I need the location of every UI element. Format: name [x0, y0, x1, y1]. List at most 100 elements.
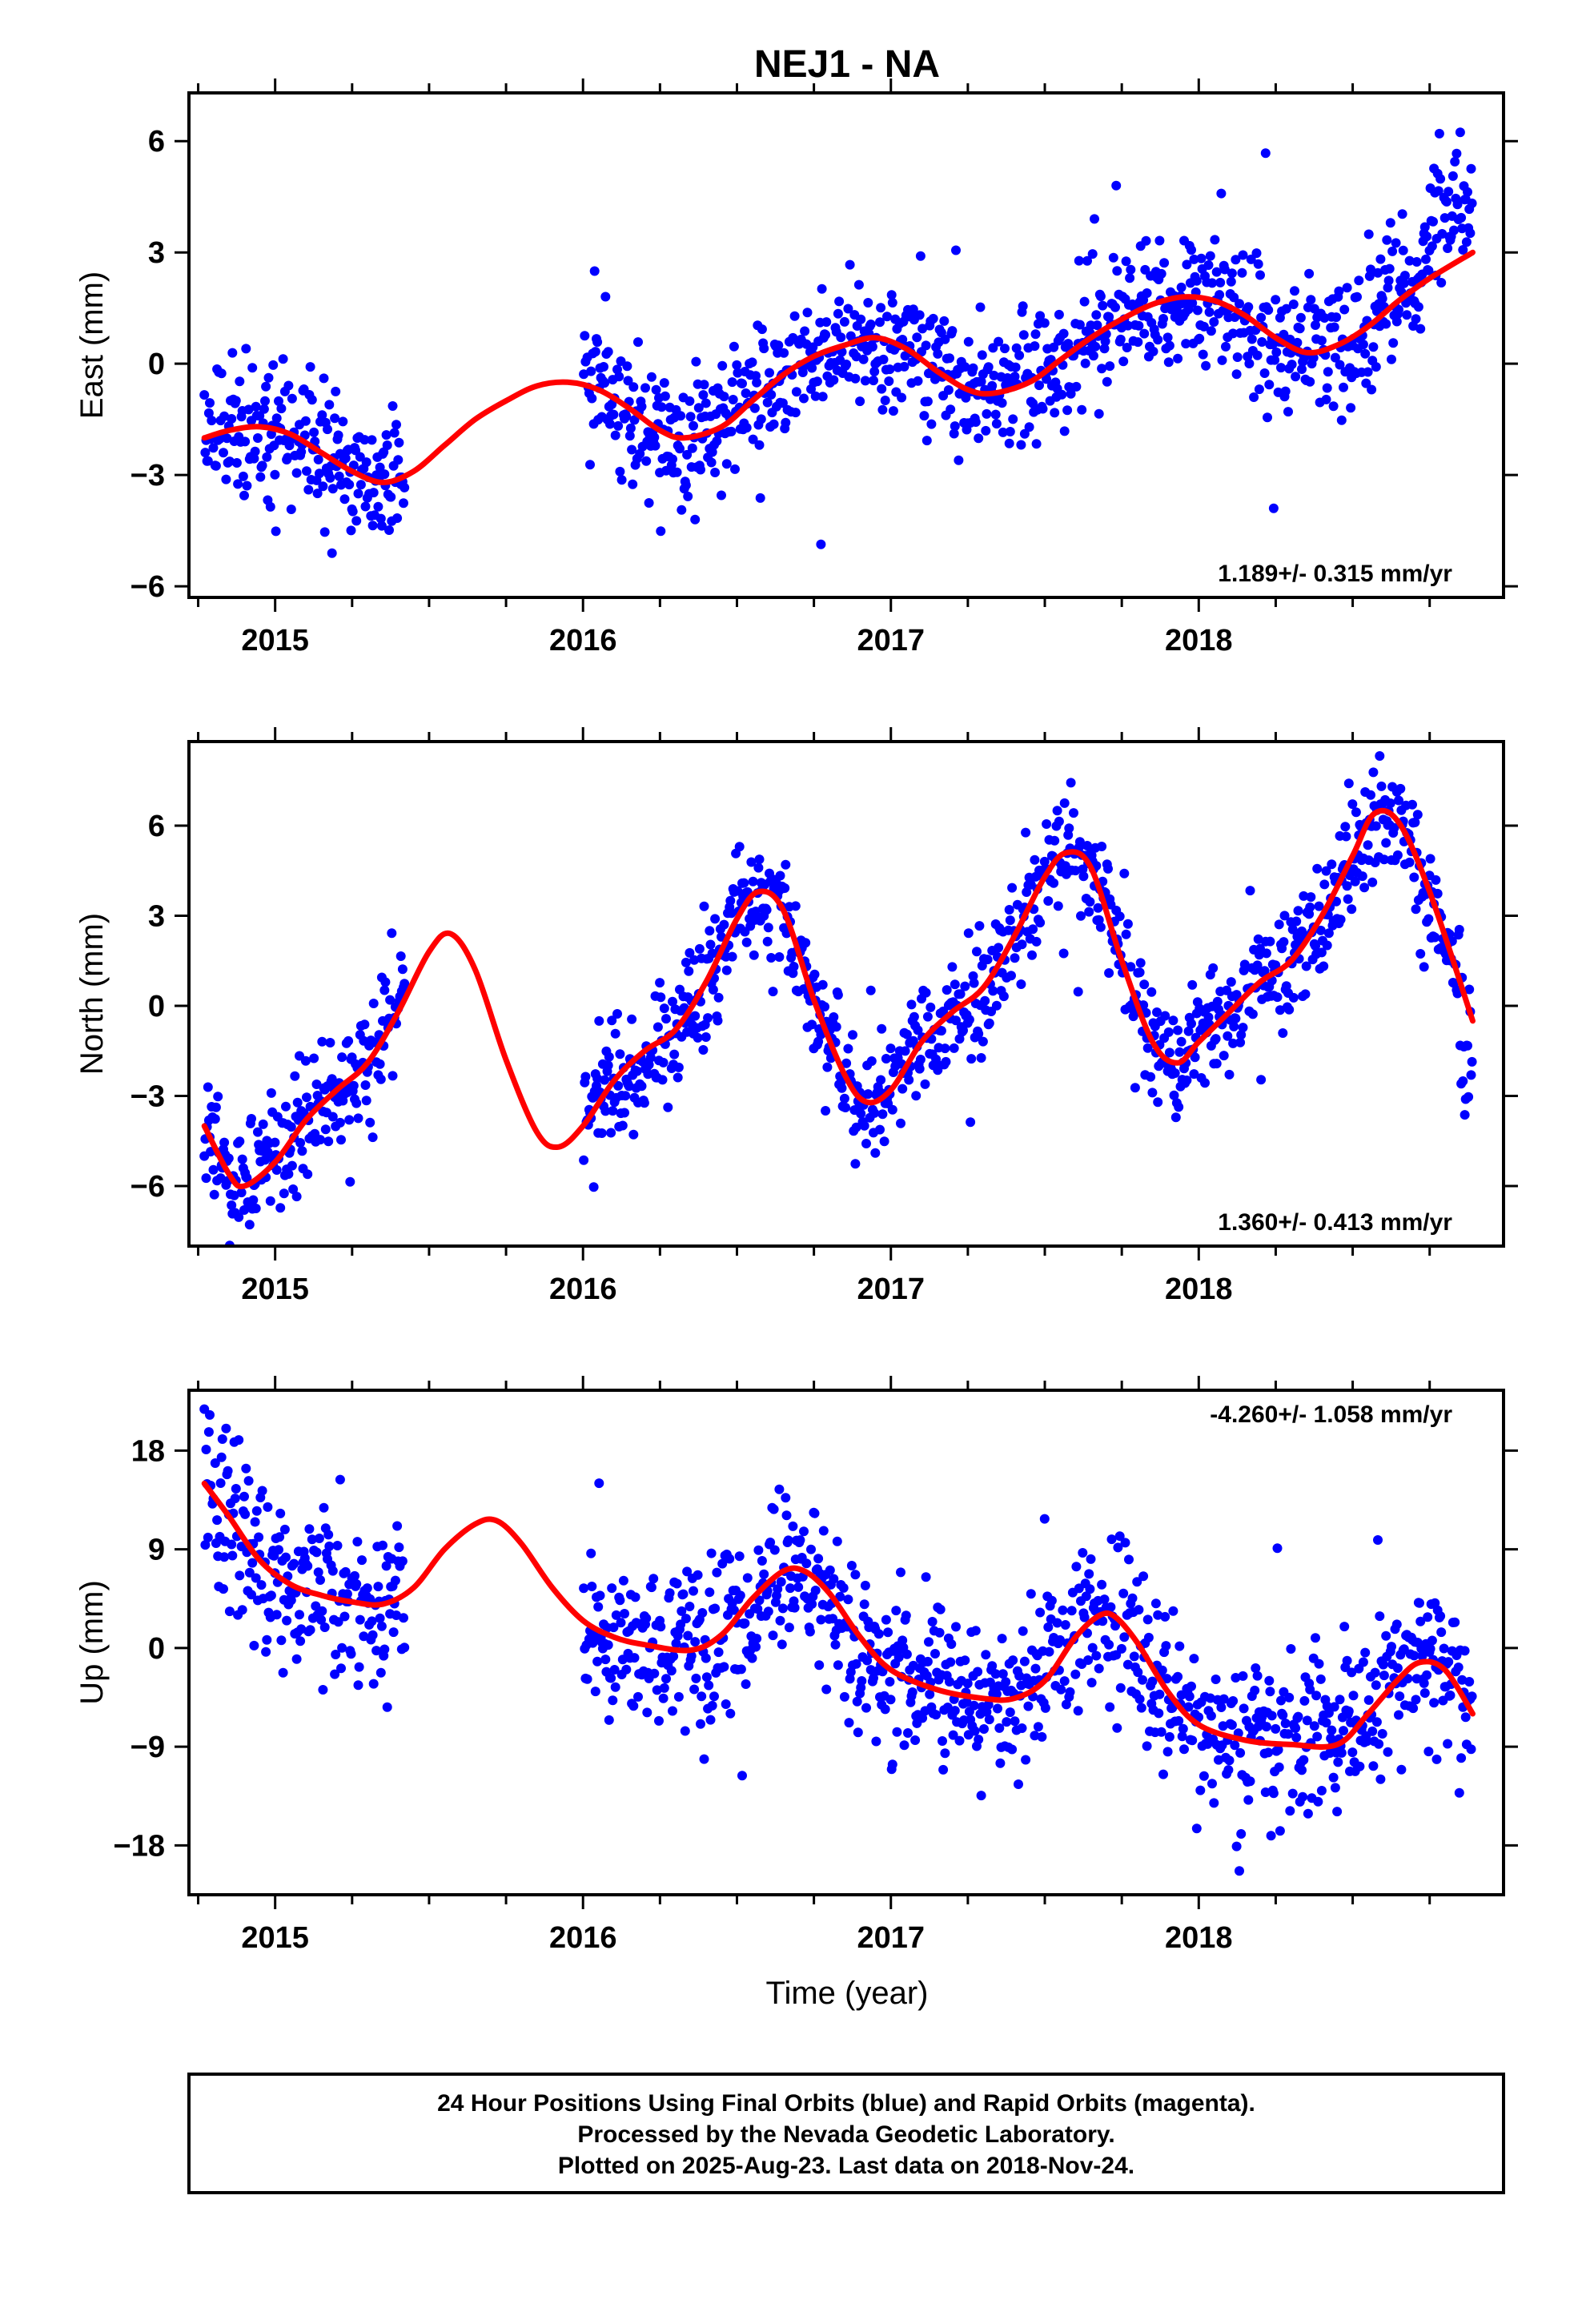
data-point	[600, 292, 611, 302]
data-point	[1133, 337, 1143, 348]
data-point	[789, 1602, 800, 1613]
data-point	[588, 1182, 599, 1192]
data-point	[1226, 276, 1236, 287]
data-point	[707, 948, 717, 959]
data-point	[1170, 1068, 1180, 1078]
data-point	[912, 332, 922, 343]
data-point	[1410, 817, 1420, 827]
data-point	[1224, 1755, 1235, 1766]
data-point	[319, 1622, 330, 1632]
data-point	[639, 1098, 649, 1108]
data-point	[1445, 1691, 1456, 1700]
data-point	[729, 341, 739, 352]
data-point	[1034, 380, 1044, 391]
data-point	[817, 283, 827, 294]
data-point	[223, 1153, 234, 1164]
data-point	[590, 1687, 600, 1697]
data-point	[1443, 243, 1453, 253]
data-point	[1322, 940, 1332, 951]
data-point	[781, 1510, 792, 1521]
data-point	[1239, 1703, 1249, 1714]
data-point	[399, 1613, 408, 1623]
data-point	[1279, 911, 1290, 921]
data-point	[1129, 1651, 1139, 1662]
data-point	[1339, 1726, 1348, 1736]
data-point	[1268, 503, 1279, 513]
data-point	[955, 989, 966, 999]
data-point	[873, 1629, 884, 1639]
data-point	[379, 1644, 390, 1655]
data-point	[1206, 1711, 1216, 1721]
data-point	[1031, 936, 1042, 947]
data-point	[697, 1608, 708, 1618]
data-point	[1304, 268, 1315, 279]
data-point	[1381, 838, 1391, 848]
data-point	[710, 468, 721, 477]
data-point	[901, 1610, 911, 1621]
data-point	[242, 480, 252, 491]
data-point	[705, 939, 716, 950]
data-point	[1434, 128, 1444, 139]
data-point	[233, 479, 243, 489]
data-point	[976, 1791, 986, 1801]
data-point	[860, 1580, 870, 1590]
data-point	[768, 987, 778, 997]
data-point	[1094, 408, 1104, 419]
data-point	[373, 1582, 383, 1592]
data-point	[1153, 1097, 1163, 1108]
data-point	[1191, 1823, 1202, 1834]
data-point	[1397, 209, 1407, 219]
data-point	[733, 368, 743, 378]
data-point	[1246, 254, 1256, 264]
data-point	[691, 1673, 701, 1683]
data-point	[1407, 799, 1417, 810]
data-point	[1080, 358, 1090, 368]
data-point	[304, 1524, 315, 1534]
data-point	[1006, 971, 1016, 981]
data-point	[1189, 254, 1199, 264]
data-point	[1423, 1612, 1433, 1622]
data-point	[1159, 258, 1170, 268]
data-point	[947, 326, 958, 336]
data-point	[327, 1566, 338, 1576]
data-point	[659, 1003, 669, 1014]
data-point	[630, 1592, 640, 1602]
data-point	[851, 1122, 861, 1132]
data-point	[1305, 1684, 1315, 1695]
data-point	[762, 936, 773, 947]
data-point	[211, 1102, 221, 1112]
data-point	[313, 454, 323, 464]
data-point	[1116, 1643, 1126, 1654]
data-point	[856, 314, 866, 324]
data-point	[1284, 1692, 1295, 1703]
data-point	[1265, 1687, 1275, 1697]
data-point	[913, 376, 923, 386]
data-point	[1173, 1671, 1183, 1682]
data-point	[393, 455, 404, 465]
data-point	[701, 1672, 712, 1683]
data-point	[781, 417, 791, 428]
data-point	[1430, 932, 1440, 943]
data-point	[1250, 1685, 1260, 1695]
data-point	[215, 1173, 226, 1184]
data-point	[1049, 878, 1059, 888]
data-point	[375, 1667, 386, 1678]
data-point	[829, 375, 839, 385]
data-point	[1439, 213, 1450, 223]
data-point	[1363, 1695, 1374, 1705]
data-point	[753, 1604, 763, 1614]
data-point	[954, 455, 964, 465]
data-point	[806, 1544, 816, 1554]
data-point	[989, 370, 999, 380]
data-point	[1217, 355, 1227, 365]
data-point	[869, 1673, 878, 1683]
data-point	[1210, 235, 1220, 245]
data-point	[1236, 1829, 1247, 1839]
data-point	[1257, 337, 1267, 347]
data-point	[900, 1046, 910, 1056]
data-point	[754, 440, 765, 450]
data-point	[783, 1535, 793, 1546]
data-point	[833, 1660, 843, 1671]
data-point	[1431, 875, 1441, 885]
